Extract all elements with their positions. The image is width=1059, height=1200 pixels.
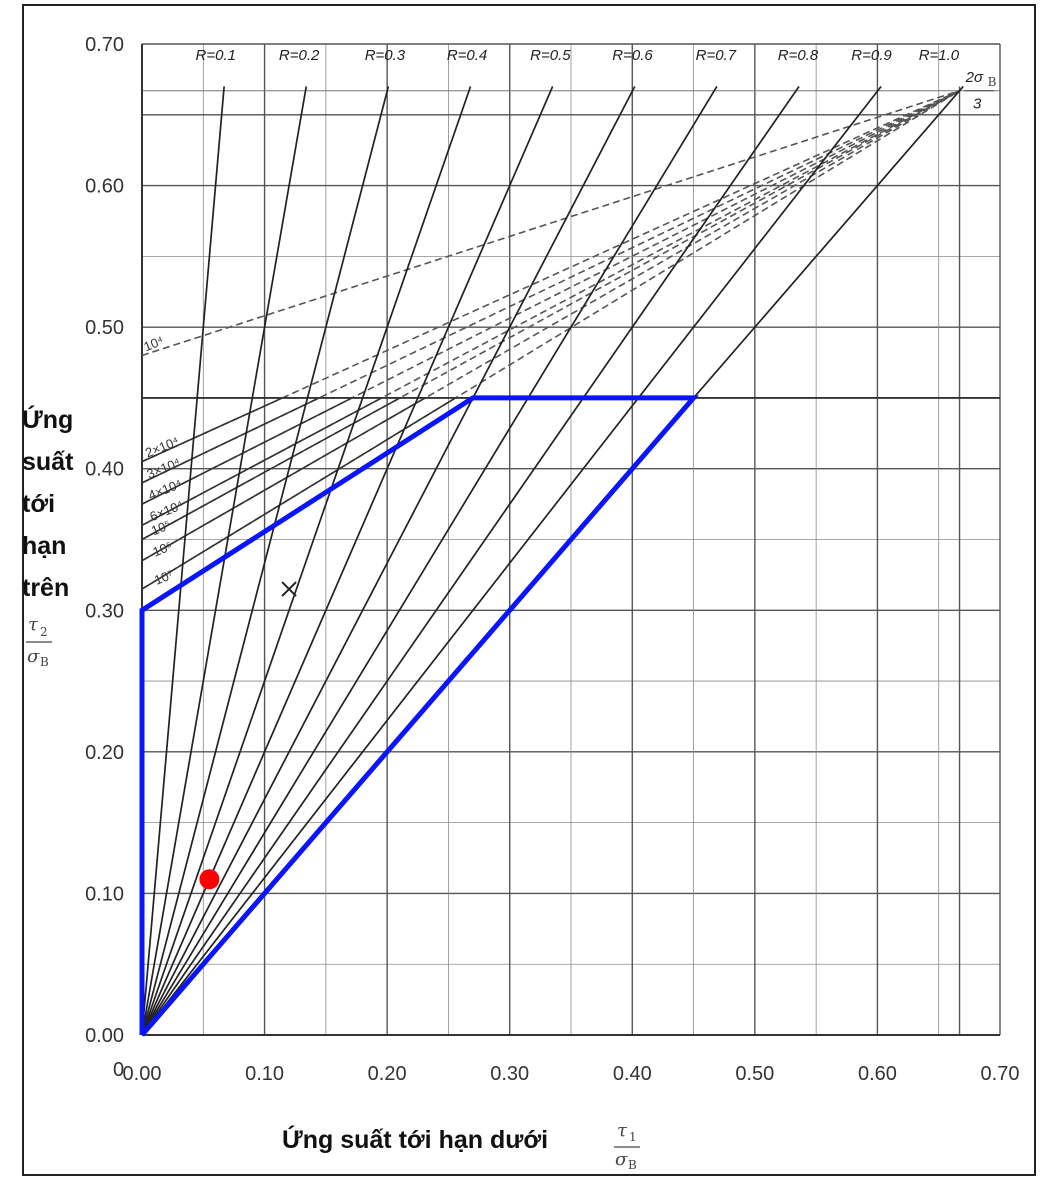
x-tick-label: 0.30 — [490, 1063, 529, 1085]
x-tick-label: 0.20 — [368, 1063, 407, 1085]
r-line-label: R=0.7 — [696, 47, 737, 64]
x-tick-label: 0.10 — [245, 1063, 284, 1085]
cycle-line-solid — [141, 397, 383, 527]
y-tick-label: 0.10 — [85, 883, 124, 905]
y-tick-label: 0.50 — [85, 317, 124, 339]
y-axis-label-line: Ứng — [22, 404, 73, 434]
figure-frame — [22, 4, 1036, 1176]
allowable-region-boundary — [139, 395, 700, 1037]
r-line-label: R=0.9 — [851, 47, 892, 64]
r-line — [141, 86, 390, 1036]
r-line — [141, 85, 882, 1036]
cycle-line-label: 10⁴ — [142, 333, 166, 354]
cycle-line-label: 10⁷ — [152, 567, 176, 588]
apex-label-denominator: 3 — [973, 96, 982, 113]
r-line-label: R=0.4 — [447, 47, 487, 64]
y-axis-label-line: trên — [22, 574, 69, 602]
labels: 0.00 0.10 0.20 0.30 0.40 0.50 0.60 0.70 0.00 0.10… — [85, 34, 1019, 1085]
y-axis-label: Ứng suất tới hạn trên τ 2 σ B — [22, 404, 74, 669]
r-line-label: R=0.5 — [530, 47, 571, 64]
y-tick-label: 0.30 — [85, 600, 124, 622]
cycle-line-solid — [141, 397, 353, 505]
r-line-label: R=0.1 — [196, 47, 236, 64]
cycle-line — [141, 89, 960, 484]
r-line-label: R=0.3 — [365, 47, 406, 64]
r-line — [141, 86, 472, 1036]
red-point — [199, 869, 220, 890]
apex-label-numerator: 2σ — [965, 69, 984, 86]
cycle-line-solid — [141, 397, 320, 484]
y-tick-label: 0.00 — [85, 1025, 124, 1047]
y-tick-label: 0.60 — [85, 176, 124, 198]
y-tick-label: 0.20 — [85, 742, 124, 764]
r-line — [141, 86, 718, 1036]
x-denominator: σ — [615, 1149, 628, 1170]
x-marker — [281, 581, 297, 597]
markers — [199, 581, 297, 890]
r-line-label: R=1.0 — [919, 47, 960, 64]
x-tick-label: 0.50 — [735, 1063, 774, 1085]
r-line — [141, 86, 636, 1036]
r-line — [141, 85, 800, 1036]
y-symbol-sub: 2 — [40, 625, 48, 639]
y-symbol: τ — [28, 614, 39, 635]
r-line — [141, 86, 308, 1036]
x-axis-label-text: Ứng suất tới hạn dưới — [282, 1124, 548, 1154]
cycle-line-solid — [141, 397, 283, 463]
cycle-line-solid — [141, 397, 426, 562]
allowable-region — [139, 395, 700, 1037]
x-axis-label: Ứng suất tới hạn dưới τ 1 σ B — [282, 1120, 640, 1172]
y-denominator-sub: B — [40, 655, 49, 669]
y-tick-label: 0.70 — [85, 34, 124, 56]
y-axis-label-line: tới — [22, 490, 55, 518]
x-tick-label: 0.00 — [123, 1063, 162, 1085]
y-axis-label-line: hạn — [22, 532, 66, 560]
y-denominator: σ — [27, 646, 40, 667]
cycle-line — [141, 89, 960, 357]
r-line-label: R=0.8 — [778, 47, 819, 64]
r-line-label: R=0.2 — [279, 47, 320, 64]
x-tick-label: 0.60 — [858, 1063, 897, 1085]
origin-label: 0 — [113, 1059, 124, 1081]
cycle-line-label: 10⁶ — [151, 538, 175, 559]
x-tick-label: 0.70 — [981, 1063, 1020, 1085]
apex-label-sub: B — [988, 75, 997, 89]
x-symbol: τ — [617, 1120, 628, 1141]
x-tick-label: 0.40 — [613, 1063, 652, 1085]
r-line-label: R=0.6 — [612, 47, 653, 64]
x-symbol-sub: 1 — [629, 1130, 637, 1144]
cycle-line-label: 10⁵ — [149, 517, 173, 538]
r-line — [141, 86, 225, 1036]
y-axis-label-line: suất — [22, 448, 74, 476]
y-tick-label: 0.40 — [85, 459, 124, 481]
x-denominator-sub: B — [628, 1158, 637, 1172]
cycle-line-solid — [141, 397, 401, 541]
